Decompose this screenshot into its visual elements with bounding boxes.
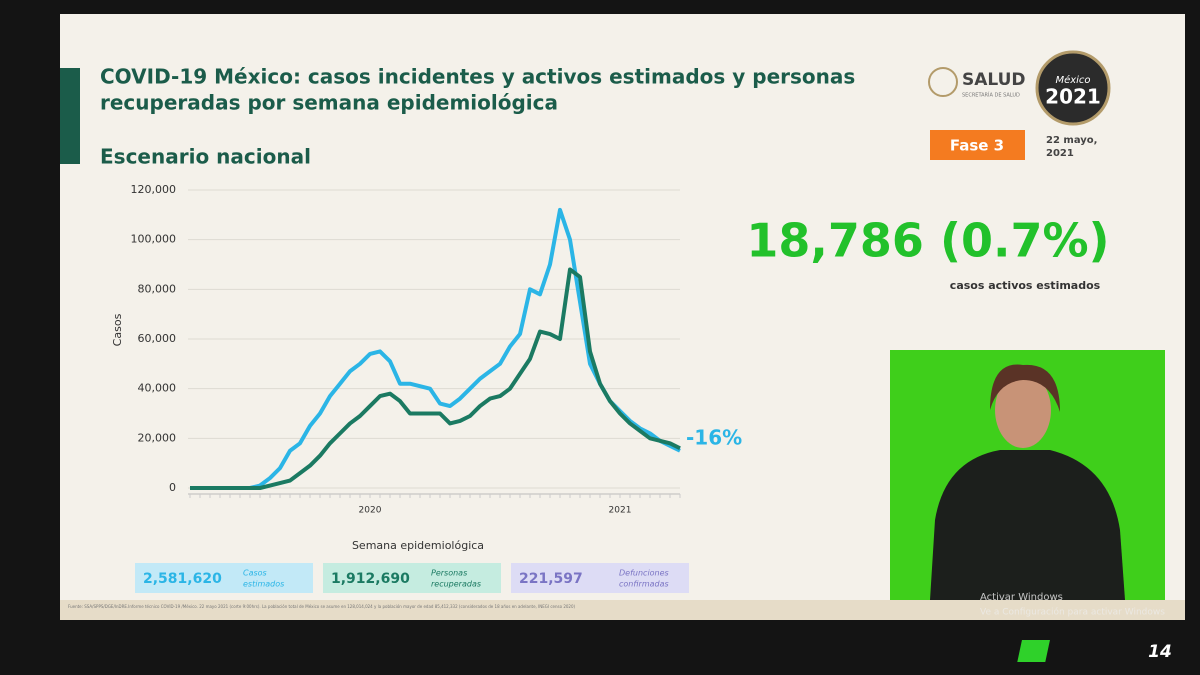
summary-label: recuperadas: [431, 580, 481, 589]
y-axis-label: Casos: [111, 313, 124, 346]
y-tick-label: 100,000: [131, 233, 177, 246]
y-tick-label: 20,000: [138, 431, 177, 444]
channel: 14: [1148, 642, 1172, 662]
emblem-year: 2021: [1045, 85, 1101, 109]
phase-badge: [930, 130, 1025, 160]
summary-label: Casos: [243, 569, 267, 578]
phase: Fase 3: [950, 137, 1004, 155]
x-tick-label: 2020: [359, 506, 382, 516]
interpreter-body: [930, 450, 1125, 600]
salud-emblem: [928, 67, 958, 97]
summary-label: estimados: [243, 580, 284, 589]
interpreter-face: [995, 372, 1051, 448]
x-axis-label: Semana epidemiológica: [352, 539, 484, 552]
emblem-text: México: [1055, 74, 1090, 86]
highlight-value: 18,786 (0.7%): [746, 214, 1109, 268]
summary-value: 221,597: [519, 571, 583, 587]
watermark: Activar Windows: [980, 592, 1063, 603]
footer-band: [60, 600, 1185, 620]
y-tick-label: 60,000: [138, 332, 177, 345]
y-tick-label: 40,000: [138, 382, 177, 395]
summary-box: [323, 563, 501, 593]
footnote: Fuente: SSA/SPPS/DGE/InDRE.Informe técni…: [68, 604, 576, 609]
y-tick-label: 120,000: [131, 183, 177, 196]
chart-title: recuperadas por semana epidemiológica: [100, 91, 558, 115]
summary-label: Personas: [431, 569, 467, 578]
chart-subtitle: Escenario nacional: [100, 145, 311, 169]
x-tick-label: 2021: [609, 506, 632, 516]
emblem: [1035, 50, 1111, 126]
summary-box: [135, 563, 313, 593]
date: 2021: [1046, 148, 1074, 159]
interpreter-hair: [990, 364, 1060, 412]
highlight-label: casos activos estimados: [950, 279, 1101, 292]
annotation: -16%: [686, 425, 742, 449]
date: 22 mayo,: [1046, 135, 1097, 146]
series-line: [190, 267, 681, 490]
channel-badge: [1017, 640, 1050, 662]
plot: 0 20,000 40,000 60,000 80,000 100,000 120,000 2…: [131, 183, 743, 516]
chart-title: COVID-19 México: casos incidentes y acti…: [100, 65, 855, 89]
summary-label: Defunciones: [619, 569, 669, 578]
summary-value: 1,912,690: [331, 571, 410, 587]
y-tick-label: 0: [169, 481, 176, 494]
logo-sub: SECRETARÍA DE SALUD: [962, 92, 1020, 99]
watermark: Ve a Configuración para activar Windows: [980, 607, 1165, 618]
title-accent: [60, 68, 80, 164]
summary-label: confirmadas: [619, 580, 669, 589]
logo: SALUD: [962, 70, 1026, 90]
summary-box: [511, 563, 689, 593]
summary-value: 2,581,620: [143, 571, 222, 587]
y-tick-label: 80,000: [138, 282, 177, 295]
